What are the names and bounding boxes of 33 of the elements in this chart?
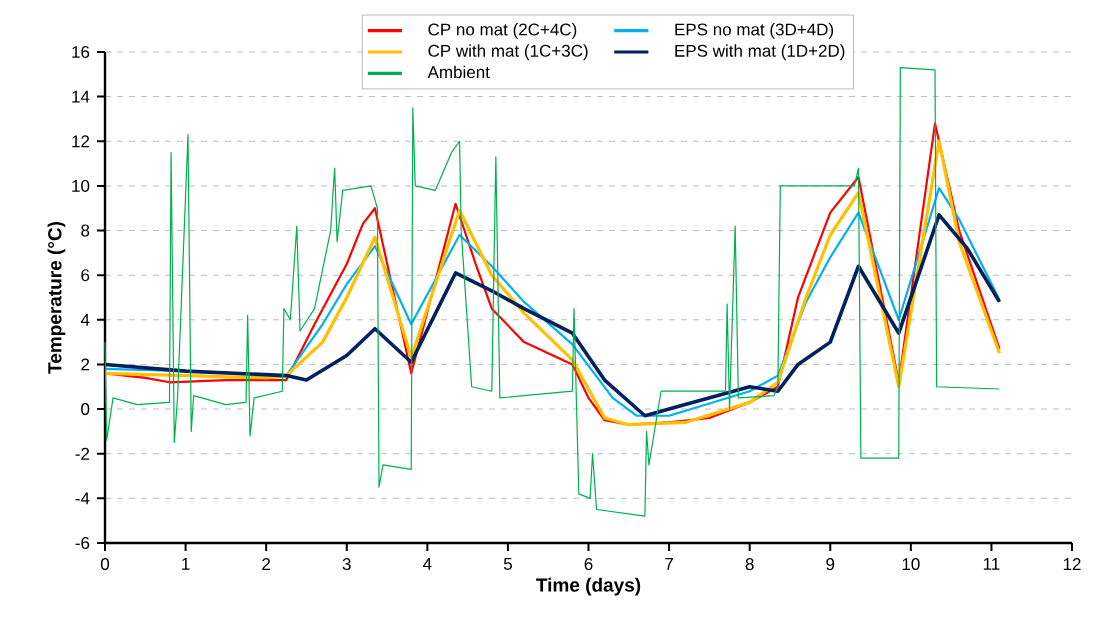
x-tick-label: 7: [665, 558, 673, 570]
y-tick-label: 16: [72, 45, 90, 58]
y-tick-label: -4: [75, 492, 90, 505]
x-tick-label: 2: [262, 558, 271, 570]
y-tick-label: -2: [75, 447, 90, 460]
y-tick-label: 12: [72, 135, 90, 148]
y-tick-label: 2: [81, 358, 90, 371]
y-tick-label: 4: [80, 313, 90, 326]
y-tick-label: 0: [81, 403, 90, 416]
y-axis-title: Temperature (°C): [47, 221, 66, 374]
y-tick-label: 8: [81, 224, 90, 237]
y-tick-label: 14: [72, 90, 90, 103]
y-tick-label: -6: [75, 536, 90, 549]
legend-label: Ambient: [427, 65, 490, 79]
x-tick-label: 12: [1063, 558, 1081, 570]
x-tick-label: 1: [182, 558, 190, 570]
legend-label: CP no mat (2C+4C): [428, 23, 577, 39]
x-tick-label: 3: [342, 558, 351, 571]
y-tick-label: 6: [81, 269, 90, 282]
y-tick-label: 10: [72, 179, 90, 192]
line-series: [104, 67, 1001, 517]
x-tick-label: 5: [503, 558, 512, 570]
x-axis-title: Time (days): [536, 577, 641, 596]
legend-label: CP with mat (1C+3C): [428, 44, 588, 61]
legend-label: EPS with mat (1D+2D): [675, 44, 845, 61]
x-tick-label: 9: [826, 558, 835, 571]
legend-label: EPS no mat (3D+4D): [675, 23, 834, 39]
x-tick-label: 10: [902, 558, 920, 571]
x-tick-label: 4: [422, 558, 432, 570]
x-tick-label: 8: [745, 558, 754, 571]
x-tick-label: 0: [100, 558, 110, 571]
x-tick-label: 11: [983, 558, 1000, 570]
x-tick-label: 6: [584, 558, 593, 571]
